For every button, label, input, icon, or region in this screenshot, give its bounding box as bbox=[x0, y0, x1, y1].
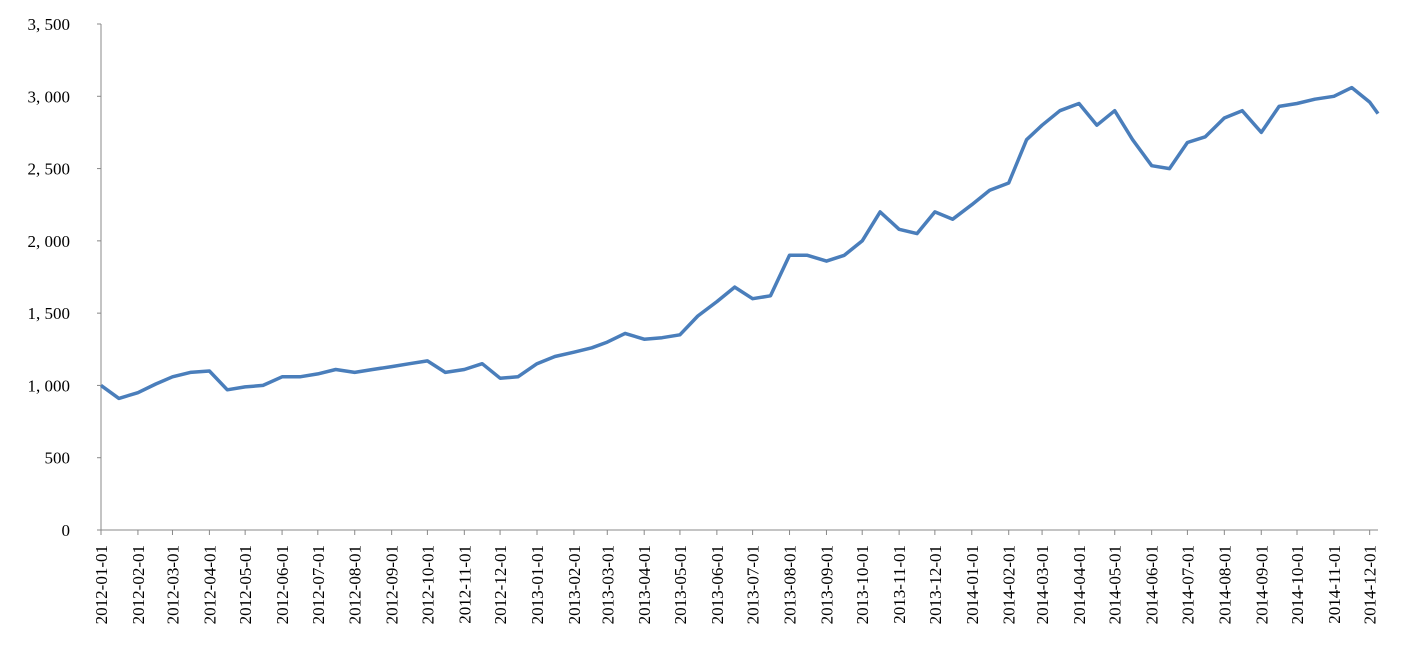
x-tick-label: 2014-04-01 bbox=[1070, 545, 1089, 624]
x-tick-label: 2014-05-01 bbox=[1106, 545, 1125, 624]
x-tick-label: 2014-12-01 bbox=[1361, 545, 1380, 624]
x-tick-label: 2013-02-01 bbox=[565, 545, 584, 624]
y-tick-label: 2, 500 bbox=[28, 160, 71, 179]
x-tick-label: 2012-01-01 bbox=[92, 545, 111, 624]
x-tick-label: 2012-07-01 bbox=[309, 545, 328, 624]
x-tick-label: 2013-12-01 bbox=[926, 545, 945, 624]
x-tick-label: 2012-09-01 bbox=[383, 545, 402, 624]
x-tick-label: 2013-05-01 bbox=[671, 545, 690, 624]
x-tick-label: 2012-11-01 bbox=[455, 545, 474, 624]
y-tick-label: 3, 000 bbox=[28, 87, 71, 106]
x-tick-label: 2014-07-01 bbox=[1178, 545, 1197, 624]
x-tick-label: 2013-01-01 bbox=[528, 545, 547, 624]
x-tick-label: 2013-06-01 bbox=[708, 545, 727, 624]
x-tick-label: 2014-11-01 bbox=[1325, 545, 1344, 624]
x-tick-label: 2014-02-01 bbox=[1000, 545, 1019, 624]
y-tick-label: 500 bbox=[45, 449, 71, 468]
x-tick-label: 2013-09-01 bbox=[817, 545, 836, 624]
x-tick-label: 2013-07-01 bbox=[744, 545, 763, 624]
x-tick-label: 2014-09-01 bbox=[1252, 545, 1271, 624]
x-tick-label: 2013-03-01 bbox=[598, 545, 617, 624]
y-tick-label: 1, 000 bbox=[28, 376, 71, 395]
x-tick-label: 2012-10-01 bbox=[418, 545, 437, 624]
y-tick-label: 1, 500 bbox=[28, 304, 71, 323]
x-tick-label: 2012-04-01 bbox=[200, 545, 219, 624]
y-tick-label: 2, 000 bbox=[28, 232, 71, 251]
x-tick-label: 2012-08-01 bbox=[346, 545, 365, 624]
x-tick-label: 2014-01-01 bbox=[963, 545, 982, 624]
x-tick-label: 2013-08-01 bbox=[781, 545, 800, 624]
y-tick-label: 0 bbox=[62, 521, 71, 540]
x-tick-label: 2012-03-01 bbox=[163, 545, 182, 624]
x-tick-label: 2014-08-01 bbox=[1215, 545, 1234, 624]
x-tick-label: 2014-10-01 bbox=[1288, 545, 1307, 624]
x-tick-label: 2014-06-01 bbox=[1143, 545, 1162, 624]
x-tick-label: 2013-11-01 bbox=[890, 545, 909, 624]
x-tick-label: 2012-12-01 bbox=[491, 545, 510, 624]
y-tick-label: 3, 500 bbox=[28, 15, 71, 34]
line bbox=[99, 85, 1380, 401]
x-tick-label: 2012-06-01 bbox=[273, 545, 292, 624]
x-tick-label: 2014-03-01 bbox=[1033, 545, 1052, 624]
x-tick-label: 2012-05-01 bbox=[236, 545, 255, 624]
x-tick-label: 2013-04-01 bbox=[635, 545, 654, 624]
x-tick-label: 2013-10-01 bbox=[853, 545, 872, 624]
x-tick-label: 2012-02-01 bbox=[129, 545, 148, 624]
